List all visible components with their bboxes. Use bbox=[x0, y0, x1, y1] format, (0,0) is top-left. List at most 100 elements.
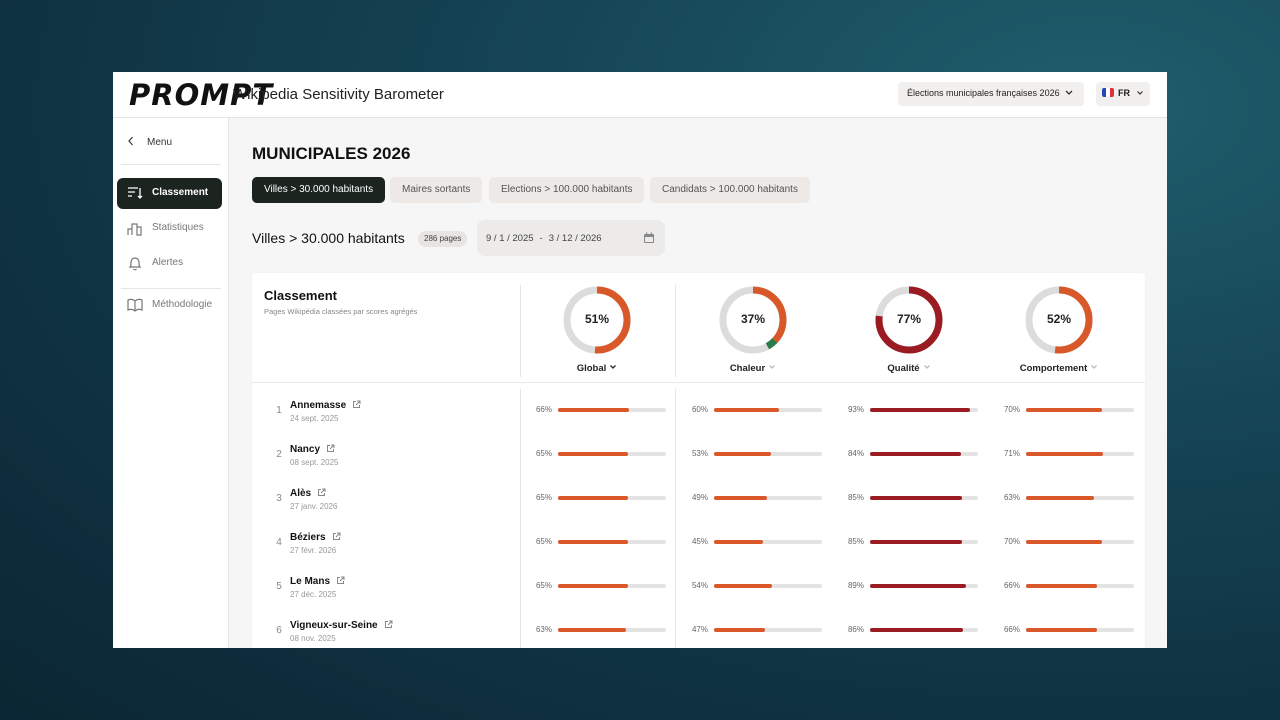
language-select[interactable]: FR bbox=[1096, 82, 1150, 106]
external-link-icon[interactable] bbox=[352, 400, 361, 409]
score-bar-fill bbox=[1026, 452, 1103, 456]
page-title: MUNICIPALES 2026 bbox=[252, 144, 411, 163]
prompt-logo[interactable]: PROMPT bbox=[129, 78, 274, 112]
score-bar bbox=[1026, 496, 1134, 500]
score-bar bbox=[1026, 584, 1134, 588]
city-date: 27 janv. 2026 bbox=[290, 502, 338, 511]
sidebar-item-classement[interactable]: Classement bbox=[117, 178, 222, 209]
sidebar-item-statistiques[interactable]: Statistiques bbox=[117, 213, 222, 244]
main-content: MUNICIPALES 2026 Villes > 30.000 habitan… bbox=[230, 118, 1167, 648]
city-link[interactable]: Vigneux-sur-Seine bbox=[290, 620, 393, 631]
score-bar bbox=[870, 584, 978, 588]
metric-label: Chaleur bbox=[729, 363, 766, 374]
ranking-card: Classement Pages Wikipédia classées par … bbox=[252, 273, 1145, 648]
chevron-down-icon bbox=[923, 365, 930, 369]
city-link[interactable]: Alès bbox=[290, 488, 326, 499]
date-to[interactable]: 3 / 12 / 2026 bbox=[548, 233, 602, 244]
score-bar bbox=[1026, 408, 1134, 412]
section-title: Villes > 30.000 habitants bbox=[252, 230, 405, 246]
divider bbox=[121, 288, 221, 289]
city-link[interactable]: Le Mans bbox=[290, 576, 345, 587]
table-row[interactable]: 5 Le Mans 27 déc. 2025 65% 54% 89% 66% bbox=[252, 563, 1145, 607]
donut-percentage: 51% bbox=[584, 312, 610, 326]
sort-by-chaleur-button[interactable]: Chaleur bbox=[693, 363, 813, 374]
score-bar-fill bbox=[714, 452, 772, 456]
score-percentage: 53% bbox=[691, 449, 708, 458]
score-percentage: 60% bbox=[691, 405, 708, 414]
bar-chart-icon bbox=[127, 223, 142, 236]
external-link-icon[interactable] bbox=[332, 532, 341, 541]
donut-percentage: 77% bbox=[896, 312, 922, 326]
sidebar-item-label: Statistiques bbox=[152, 222, 204, 233]
table-row[interactable]: 6 Vigneux-sur-Seine 08 nov. 2025 63% 47% 86% 6… bbox=[252, 607, 1145, 648]
score-bar-fill bbox=[714, 496, 767, 500]
city-link[interactable]: Béziers bbox=[290, 532, 341, 543]
date-from[interactable]: 9 / 1 / 2025 bbox=[486, 233, 534, 244]
score-bar-fill bbox=[1026, 408, 1102, 412]
score-percentage: 65% bbox=[535, 449, 552, 458]
score-bar-fill bbox=[1026, 540, 1102, 544]
score-bar-fill bbox=[558, 584, 629, 588]
tab-candidats-100000[interactable]: Candidats > 100.000 habitants bbox=[650, 177, 810, 203]
city-date: 08 nov. 2025 bbox=[290, 634, 336, 643]
sort-by-comportement-button[interactable]: Comportement bbox=[999, 363, 1119, 374]
sidebar-item-alertes[interactable]: Alertes bbox=[117, 248, 222, 279]
score-percentage: 54% bbox=[691, 581, 708, 590]
chevron-down-icon bbox=[1065, 90, 1073, 95]
score-percentage: 66% bbox=[1003, 581, 1020, 590]
external-link-icon[interactable] bbox=[326, 444, 335, 453]
election-select-label: Élections municipales françaises 2026 bbox=[907, 88, 1060, 98]
table-row[interactable]: 2 Nancy 08 sept. 2025 65% 53% 84% 71% bbox=[252, 431, 1145, 475]
score-percentage: 89% bbox=[847, 581, 864, 590]
divider bbox=[520, 389, 521, 648]
divider bbox=[675, 389, 676, 648]
score-bar-fill bbox=[870, 584, 967, 588]
metric-label: Comportement bbox=[1019, 363, 1088, 374]
city-date: 24 sept. 2025 bbox=[290, 414, 339, 423]
sidebar-item-label: Méthodologie bbox=[152, 299, 213, 310]
metric-label: Global bbox=[576, 363, 607, 374]
score-bar bbox=[1026, 540, 1134, 544]
table-row[interactable]: 3 Alès 27 janv. 2026 65% 49% 85% 63% bbox=[252, 475, 1145, 519]
score-bar bbox=[1026, 452, 1134, 456]
donut-percentage: 52% bbox=[1046, 312, 1072, 326]
rank-number: 6 bbox=[276, 625, 282, 636]
election-select[interactable]: Élections municipales françaises 2026 bbox=[898, 82, 1084, 106]
score-bar-fill bbox=[558, 628, 627, 632]
table-row[interactable]: 1 Annemasse 24 sept. 2025 66% 60% 93% 70% bbox=[252, 387, 1145, 431]
score-bar bbox=[714, 496, 822, 500]
app-title: Wikipedia Sensitivity Barometer bbox=[233, 86, 444, 103]
score-bar-fill bbox=[1026, 496, 1095, 500]
external-link-icon[interactable] bbox=[336, 576, 345, 585]
score-bar bbox=[714, 452, 822, 456]
rank-number: 4 bbox=[276, 537, 282, 548]
score-percentage: 71% bbox=[1003, 449, 1020, 458]
tab-elections-100000[interactable]: Elections > 100.000 habitants bbox=[489, 177, 645, 203]
sort-by-global-button[interactable]: Global bbox=[537, 363, 657, 374]
external-link-icon[interactable] bbox=[317, 488, 326, 497]
city-link[interactable]: Annemasse bbox=[290, 400, 361, 411]
tab-villes-30000[interactable]: Villes > 30.000 habitants bbox=[252, 177, 386, 203]
menu-back-button[interactable]: Menu bbox=[127, 136, 172, 148]
score-bar-fill bbox=[1026, 584, 1098, 588]
city-name: Le Mans bbox=[290, 576, 331, 587]
table-row[interactable]: 4 Béziers 27 févr. 2026 65% 45% 85% 70% bbox=[252, 519, 1145, 563]
score-percentage: 85% bbox=[847, 493, 864, 502]
score-bar bbox=[870, 452, 978, 456]
rank-number: 3 bbox=[276, 493, 282, 504]
sidebar-item-methodologie[interactable]: Méthodologie bbox=[117, 290, 222, 321]
language-label: FR bbox=[1118, 88, 1130, 98]
donut-chart bbox=[719, 286, 787, 354]
score-percentage: 85% bbox=[847, 537, 864, 546]
tab-maires-sortants[interactable]: Maires sortants bbox=[390, 177, 483, 203]
calendar-icon[interactable] bbox=[643, 232, 655, 244]
score-bar bbox=[714, 540, 822, 544]
external-link-icon[interactable] bbox=[384, 620, 393, 629]
date-range-picker[interactable]: 9 / 1 / 2025-3 / 12 / 2026 bbox=[477, 220, 665, 256]
city-link[interactable]: Nancy bbox=[290, 444, 335, 455]
score-bar bbox=[558, 584, 666, 588]
sort-by-qualité-button[interactable]: Qualité bbox=[849, 363, 969, 374]
divider bbox=[252, 382, 1145, 383]
book-icon bbox=[127, 298, 143, 312]
donut-arc bbox=[875, 286, 943, 354]
